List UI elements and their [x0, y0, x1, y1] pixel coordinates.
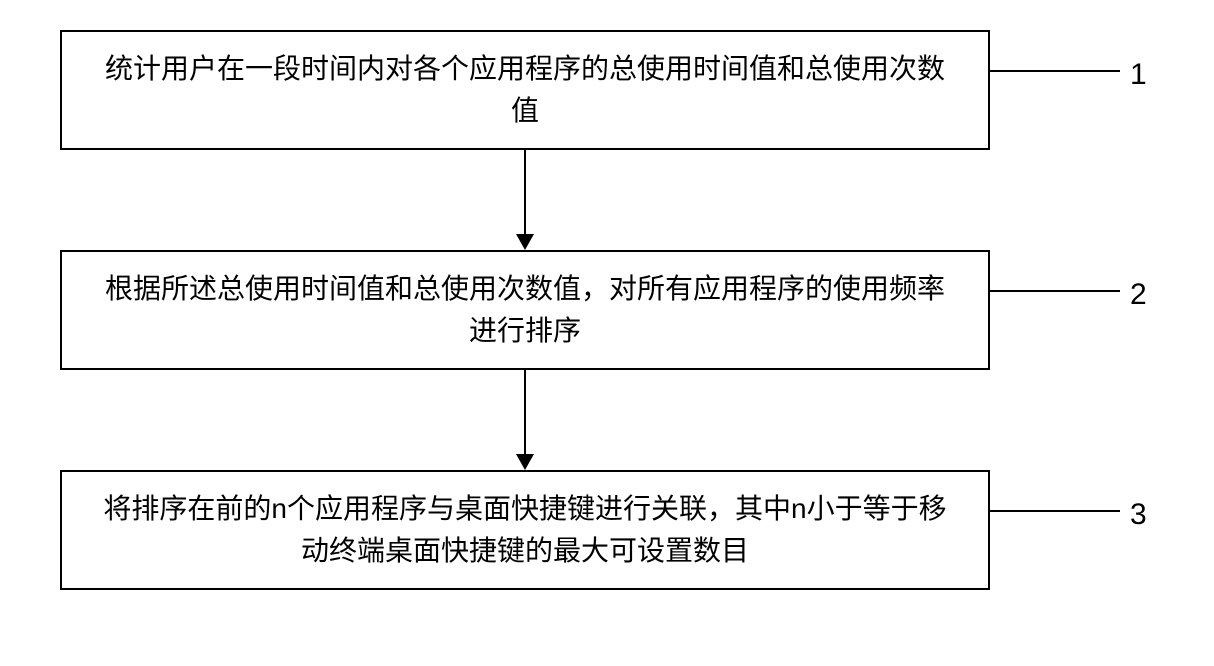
- flowchart-container: 统计用户在一段时间内对各个应用程序的总使用时间值和总使用次数值 1 根据所述总使…: [0, 0, 1214, 666]
- arrow-head-2-3: [516, 454, 534, 470]
- flow-box-step1: 统计用户在一段时间内对各个应用程序的总使用时间值和总使用次数值: [60, 30, 990, 150]
- flow-box-step2: 根据所述总使用时间值和总使用次数值，对所有应用程序的使用频率进行排序: [60, 250, 990, 370]
- flow-box-text-step1: 统计用户在一段时间内对各个应用程序的总使用时间值和总使用次数值: [92, 48, 958, 132]
- step-label-1: 1: [1130, 58, 1147, 92]
- leader-line-step2: [990, 290, 1120, 292]
- flow-box-step3: 将排序在前的n个应用程序与桌面快捷键进行关联，其中n小于等于移动终端桌面快捷键的…: [60, 470, 990, 590]
- step-label-2: 2: [1130, 278, 1147, 312]
- arrow-line-2-3: [524, 370, 526, 454]
- flow-box-text-step3: 将排序在前的n个应用程序与桌面快捷键进行关联，其中n小于等于移动终端桌面快捷键的…: [92, 488, 958, 572]
- flow-box-text-step2: 根据所述总使用时间值和总使用次数值，对所有应用程序的使用频率进行排序: [92, 268, 958, 352]
- arrow-line-1-2: [524, 150, 526, 234]
- leader-line-step1: [990, 70, 1120, 72]
- leader-line-step3: [990, 510, 1120, 512]
- arrow-head-1-2: [516, 234, 534, 250]
- step-label-3: 3: [1130, 498, 1147, 532]
